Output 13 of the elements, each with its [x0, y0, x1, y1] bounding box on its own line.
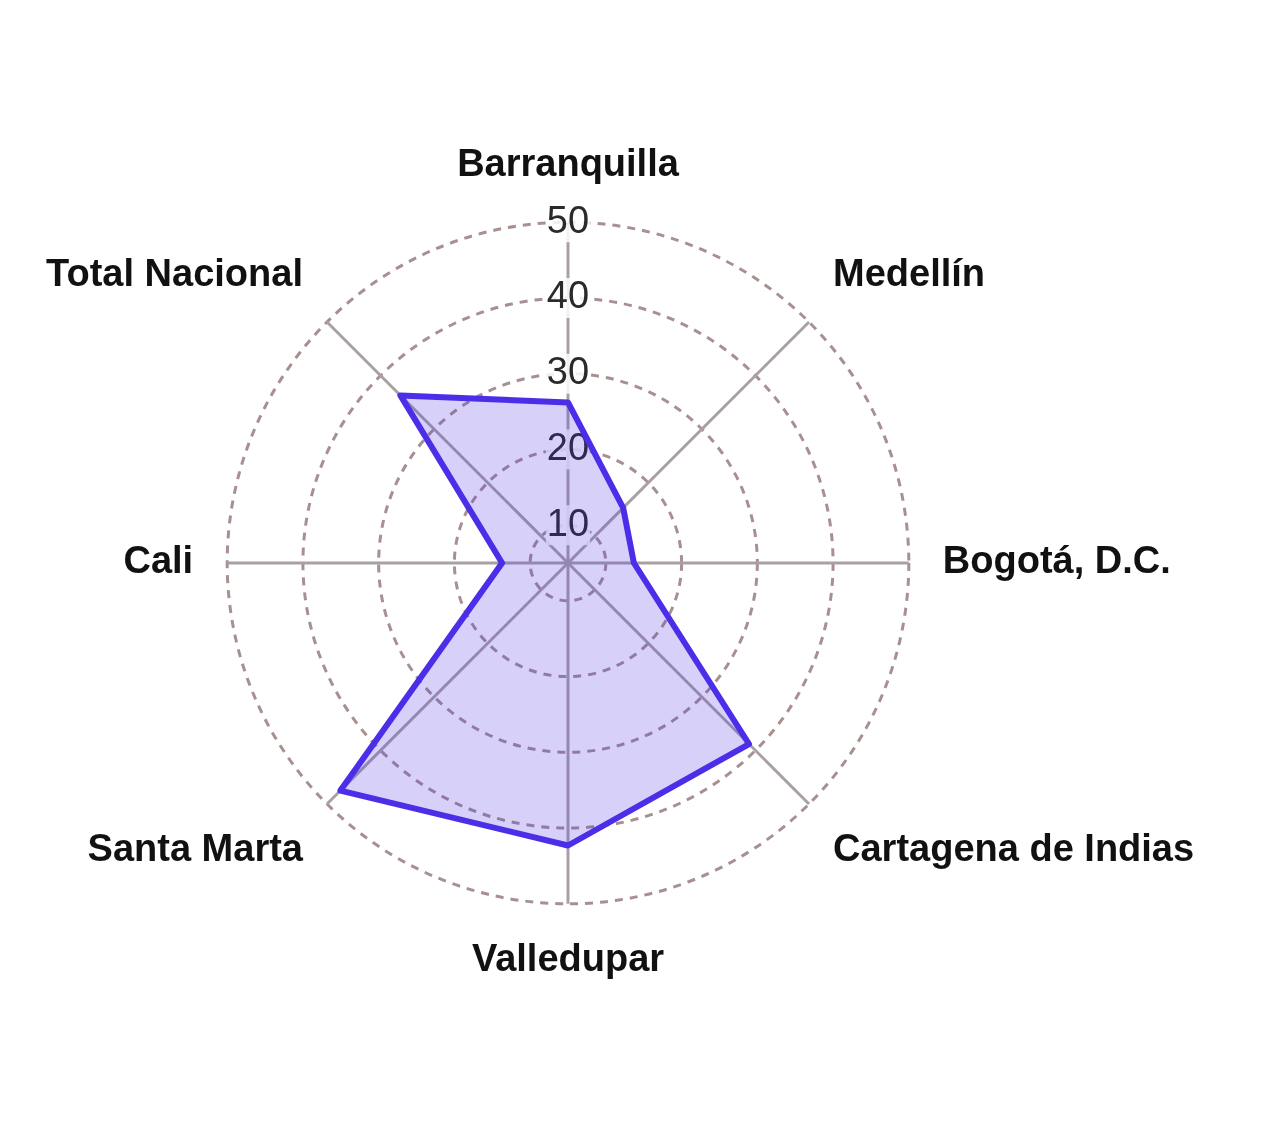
spoke-label: Cartagena de Indias: [833, 827, 1195, 870]
y-tick-label: 50: [546, 198, 590, 241]
y-tick-label: 30: [546, 350, 590, 393]
spoke-label: Total Nacional: [46, 251, 303, 294]
spoke-label: Medellín: [833, 251, 986, 294]
y-tick-label: 20: [546, 425, 590, 468]
spoke-label: Barranquilla: [457, 141, 680, 184]
spoke-label: Santa Marta: [87, 827, 304, 870]
spoke-label: Valledupar: [471, 937, 665, 980]
spoke-label: Bogotá, D.C.: [942, 539, 1171, 582]
y-tick-label: 10: [546, 501, 590, 544]
spoke-label: Cali: [123, 539, 194, 582]
y-tick-label: 40: [546, 274, 590, 317]
